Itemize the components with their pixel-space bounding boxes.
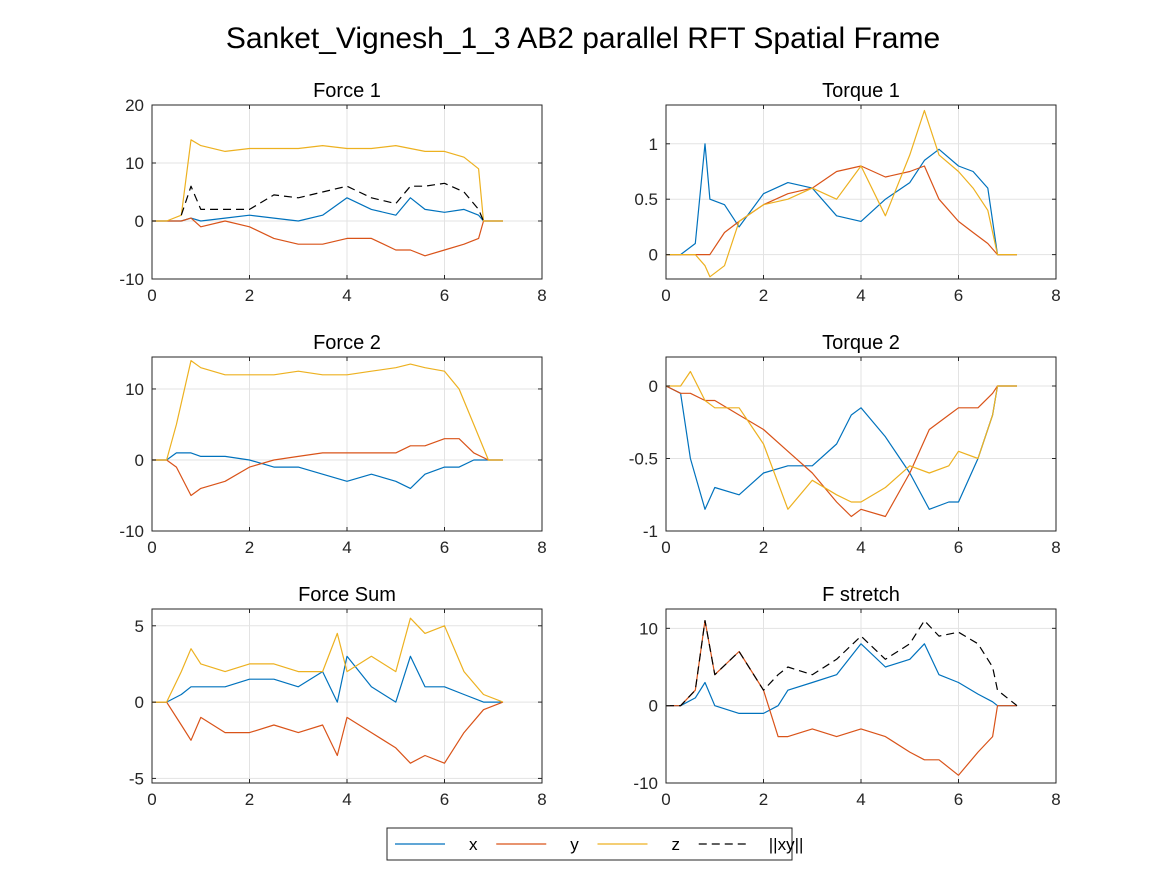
series-line-x [666, 385, 1017, 510]
subplot-torque-1: 0 2 4 6 8 0 0.5 1 Torque 1 [634, 80, 1060, 305]
y-tick-label: -1 [643, 522, 658, 541]
x-tick-label: 2 [245, 538, 254, 557]
series-line-y [152, 701, 504, 764]
x-tick-label: 6 [954, 538, 963, 557]
x-tick-label: 6 [954, 286, 963, 305]
x-tick-label: 8 [1051, 790, 1060, 809]
y-tick-label: 20 [125, 96, 144, 115]
x-tick-label: 8 [1051, 286, 1060, 305]
x-tick-label: 4 [856, 790, 865, 809]
legend-label: y [570, 835, 579, 854]
series-line-x [666, 143, 1017, 256]
legend-entry-z: z [597, 835, 681, 854]
y-tick-label: 10 [125, 154, 144, 173]
y-tick-label: 0 [135, 451, 144, 470]
subplot-title: Force Sum [298, 584, 396, 606]
x-tick-label: 6 [954, 790, 963, 809]
series-line-y [152, 217, 503, 257]
y-tick-label: -10 [119, 270, 144, 289]
y-tick-label: 10 [125, 380, 144, 399]
x-tick-label: 2 [759, 286, 768, 305]
x-tick-label: 2 [759, 790, 768, 809]
legend-entry-xy: ||xy|| [698, 835, 804, 854]
x-tick-label: 2 [759, 538, 768, 557]
y-tick-label: -0.5 [629, 450, 658, 469]
x-tick-label: 4 [342, 790, 351, 809]
x-tick-label: 4 [342, 286, 351, 305]
subplot-torque-2: 0 2 4 6 8 -1 -0.5 0 Torque 2 [629, 332, 1061, 557]
subplot-title: Torque 1 [822, 80, 900, 102]
x-tick-label: 4 [856, 286, 865, 305]
y-tick-label: 1 [649, 135, 658, 154]
series-line-x [666, 643, 1017, 714]
legend-label: z [672, 835, 681, 854]
y-tick-label: 0 [649, 377, 658, 396]
x-tick-label: 0 [147, 538, 156, 557]
series-line-y [152, 438, 503, 497]
x-tick-label: 0 [661, 790, 670, 809]
series-line-y [666, 385, 1017, 518]
x-tick-label: 8 [1051, 538, 1060, 557]
subplot-title: Force 2 [313, 332, 381, 354]
x-tick-label: 4 [342, 538, 351, 557]
x-tick-label: 2 [245, 790, 254, 809]
series-line-x [152, 655, 503, 703]
legend-entry-x: x [395, 835, 478, 854]
series-line-z [152, 360, 503, 461]
series-line-z [152, 617, 504, 703]
y-tick-label: 5 [135, 617, 144, 636]
x-tick-label: 6 [440, 790, 449, 809]
x-tick-label: 6 [440, 538, 449, 557]
y-tick-label: 0 [135, 693, 144, 712]
series-line-xy [666, 620, 1018, 707]
x-tick-label: 4 [856, 538, 865, 557]
y-tick-label: 0 [649, 697, 658, 716]
x-tick-label: 0 [147, 790, 156, 809]
series-line-xy [180, 182, 485, 222]
series-line-z [666, 370, 1017, 510]
x-tick-label: 6 [440, 286, 449, 305]
x-tick-label: 0 [661, 286, 670, 305]
y-tick-label: 0.5 [634, 190, 658, 209]
x-tick-label: 8 [537, 538, 546, 557]
legend-label: ||xy|| [769, 835, 804, 854]
series-line-x [152, 197, 503, 222]
legend-label: x [469, 835, 478, 854]
x-tick-label: 0 [661, 538, 670, 557]
y-tick-label: 0 [135, 212, 144, 231]
series-line-z [152, 139, 503, 222]
y-tick-label: 10 [639, 619, 658, 638]
legend-entry-y: y [496, 835, 579, 854]
subplot-title: F stretch [822, 584, 900, 606]
x-tick-label: 2 [245, 286, 254, 305]
y-tick-label: 0 [649, 246, 658, 265]
legend-box [386, 827, 793, 861]
x-tick-label: 8 [537, 790, 546, 809]
x-tick-label: 8 [537, 286, 546, 305]
y-tick-label: -10 [633, 774, 658, 793]
y-tick-label: -5 [129, 769, 144, 788]
series-line-y [666, 165, 1017, 256]
legend: x y z ||xy|| [386, 827, 804, 861]
subplot-title: Torque 2 [822, 332, 900, 354]
x-tick-label: 0 [147, 286, 156, 305]
figure-title: Sanket_Vignesh_1_3 AB2 parallel RFT Spat… [226, 22, 940, 55]
series-line-x [152, 452, 503, 489]
series-line-z [666, 109, 1017, 278]
subplot-title: Force 1 [313, 80, 381, 102]
y-tick-label: -10 [119, 522, 144, 541]
